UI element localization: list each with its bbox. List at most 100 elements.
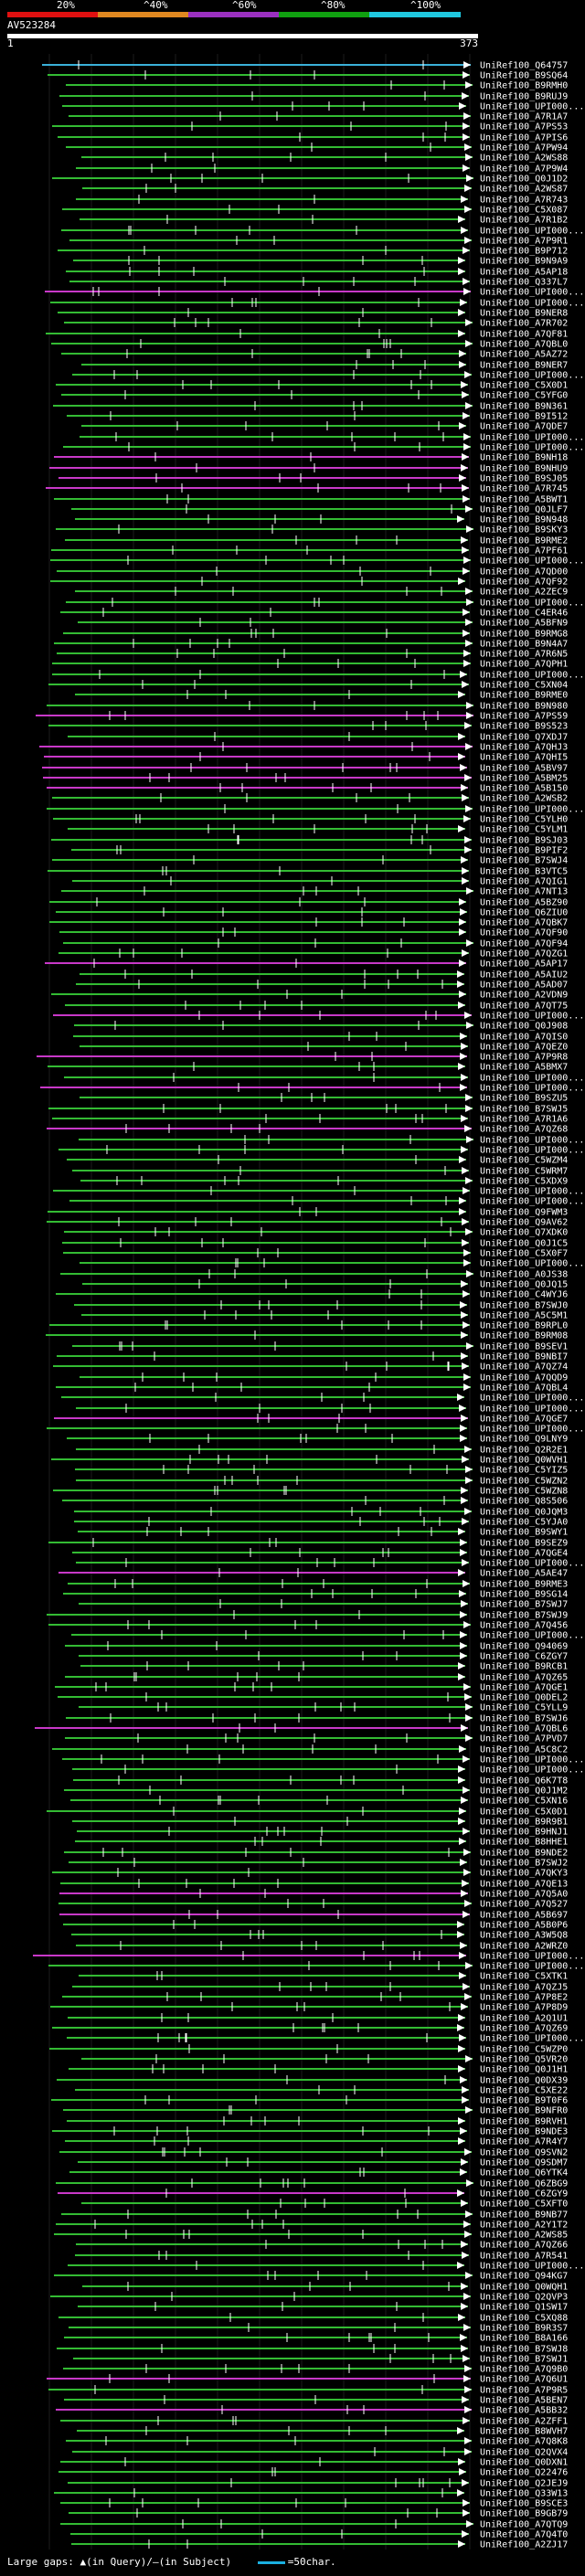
hit-label[interactable]: UniRef100_Q9SVN2 [480,2148,568,2158]
hit-label[interactable]: UniRef100_A2WSB2 [480,794,568,804]
hit-label[interactable]: UniRef100_B9GB79 [480,2509,568,2519]
hit-row[interactable]: UniRef100_UPI000... [61,226,584,237]
hit-label[interactable]: UniRef100_A5B697 [480,1911,568,1921]
hit-label[interactable]: UniRef100_B9P712 [480,247,568,257]
hit-label[interactable]: UniRef100_A7P9R1 [480,237,568,247]
hit-label[interactable]: UniRef100_A5AP18 [480,268,568,278]
hit-label[interactable]: UniRef100_A7QHI5 [480,753,568,763]
hit-label[interactable]: UniRef100_C5WZN8 [480,1487,568,1497]
hit-row[interactable]: UniRef100_A7QZG1 [58,949,568,959]
hit-row[interactable]: UniRef100_B9RMH0 [66,80,568,91]
hit-label[interactable]: UniRef100_A5B150 [480,784,568,794]
hit-row[interactable]: UniRef100_A7PVD7 [65,1733,568,1744]
hit-row[interactable]: UniRef100_Q9SDM7 [78,2157,568,2168]
hit-label[interactable]: UniRef100_A0JS38 [480,1270,568,1280]
hit-label[interactable]: UniRef100_A7PIS6 [480,133,568,143]
hit-row[interactable]: UniRef100_UPI000... [76,1404,584,1415]
hit-row[interactable]: UniRef100_B9SZU5 [80,1093,568,1104]
hit-label[interactable]: UniRef100_A5BMX7 [480,1063,568,1073]
hit-label[interactable]: UniRef100_B9SEZ9 [480,1539,568,1549]
hit-row[interactable]: UniRef100_A7Q5A0 [59,1889,568,1900]
hit-row[interactable]: UniRef100_UPI000... [62,101,584,112]
hit-row[interactable]: UniRef100_B7SWJ6 [66,1713,568,1724]
hit-label[interactable]: UniRef100_A2Y1T2 [480,2221,568,2231]
hit-label[interactable]: UniRef100_Q2R2E1 [480,1446,568,1456]
hit-row[interactable]: UniRef100_C6ZGY7 [79,1651,568,1662]
hit-row[interactable]: UniRef100_A7R6N5 [57,649,568,660]
hit-row[interactable]: UniRef100_B8HHE1 [75,1837,568,1848]
hit-row[interactable]: UniRef100_Q337L7 [69,277,568,288]
hit-row[interactable]: UniRef100_Q0J1H1 [69,2064,568,2075]
hit-label[interactable]: UniRef100_B9RMG8 [480,630,568,640]
hit-row[interactable]: UniRef100_A2ZEC9 [75,587,568,598]
hit-label[interactable]: UniRef100_A7QBL6 [480,1724,568,1734]
hit-label[interactable]: UniRef100_A5C8C2 [480,1745,568,1755]
hit-row[interactable]: UniRef100_B9SQ64 [48,70,568,81]
hit-row[interactable]: UniRef100_C5WZN8 [53,1486,568,1497]
hit-row[interactable]: UniRef100_A2VDN9 [51,990,568,1001]
hit-label[interactable]: UniRef100_B9RME3 [480,1580,568,1590]
hit-label[interactable]: UniRef100_UPI000... [480,2034,584,2044]
hit-row[interactable]: UniRef100_A5C8C2 [52,1744,568,1755]
hit-label[interactable]: UniRef100_UPI000... [480,557,584,567]
hit-label[interactable]: UniRef100_A7PW94 [480,143,568,154]
hit-label[interactable]: UniRef100_Q64757 [480,61,568,71]
hit-row[interactable]: UniRef100_Q2QVX4 [72,2447,568,2458]
hit-row[interactable]: UniRef100_B9SWY1 [78,1527,568,1538]
hit-row[interactable]: UniRef100_A7R745 [46,483,568,494]
hit-row[interactable]: UniRef100_B9SJ03 [51,835,568,846]
hit-label[interactable]: UniRef100_B9RCB1 [480,1662,568,1672]
hit-row[interactable]: UniRef100_A7R1A6 [52,1114,568,1125]
hit-row[interactable]: UniRef100_A7Q456 [48,1620,568,1631]
hit-row[interactable]: UniRef100_Q1SW17 [78,2302,568,2313]
hit-row[interactable]: UniRef100_B9PIF2 [71,845,568,856]
hit-label[interactable]: UniRef100_A5AIU2 [480,970,568,981]
hit-label[interactable]: UniRef100_C5WZM4 [480,1156,568,1166]
hit-row[interactable]: UniRef100_C5XTK1 [79,1971,568,1982]
hit-row[interactable]: UniRef100_B9RPL0 [49,1320,568,1331]
hit-label[interactable]: UniRef100_A7R541 [480,2252,568,2262]
hit-label[interactable]: UniRef100_B9SZU5 [480,1094,568,1104]
hit-row[interactable]: UniRef100_UPI000... [69,1196,584,1207]
hit-label[interactable]: UniRef100_C5XE22 [480,2086,568,2096]
hit-row[interactable]: UniRef100_Q7XDK0 [64,1227,568,1238]
hit-label[interactable]: UniRef100_C5XTK1 [480,1972,568,1982]
hit-row[interactable]: UniRef100_B8WVH7 [77,2426,568,2437]
hit-row[interactable]: UniRef100_B7SWJ1 [73,2354,568,2365]
hit-row[interactable]: UniRef100_A2WSB2 [52,793,568,804]
hit-label[interactable]: UniRef100_C5YFG0 [480,391,568,401]
hit-label[interactable]: UniRef100_UPI000... [480,599,584,609]
hit-row[interactable]: UniRef100_B9SJ05 [58,473,568,484]
hit-row[interactable]: UniRef100_B9SCE3 [60,2498,568,2509]
hit-row[interactable]: UniRef100_C5WZN2 [76,1476,568,1487]
hit-label[interactable]: UniRef100_B9NB77 [480,2210,568,2221]
hit-row[interactable]: UniRef100_B9RVH1 [67,2116,568,2127]
hit-row[interactable]: UniRef100_Q8S506 [62,1496,568,1507]
hit-label[interactable]: UniRef100_A7QF92 [480,578,568,588]
hit-row[interactable]: UniRef100_B9NHU9 [49,463,568,474]
hit-label[interactable]: UniRef100_A7QZ66 [480,2241,568,2251]
hit-label[interactable]: UniRef100_A7R4Y7 [480,2137,568,2147]
hit-row[interactable]: UniRef100_C5XFT0 [81,2199,568,2210]
hit-label[interactable]: UniRef100_A7QDE7 [480,422,568,432]
hit-label[interactable]: UniRef100_A7QIS0 [480,1033,568,1043]
hit-row[interactable]: UniRef100_A5C5M1 [81,1310,568,1321]
hit-row[interactable]: UniRef100_UPI000... [63,442,584,453]
hit-label[interactable]: UniRef100_UPI000... [480,805,584,815]
hit-label[interactable]: UniRef100_UPI000... [480,1146,584,1156]
hit-row[interactable]: UniRef100_A0JS38 [60,1269,568,1280]
hit-row[interactable]: UniRef100_UPI000... [64,1073,584,1084]
hit-row[interactable]: UniRef100_A2ZFF1 [60,2416,568,2427]
hit-label[interactable]: UniRef100_A7R702 [480,319,568,329]
hit-label[interactable]: UniRef100_B9SEV1 [480,1342,568,1352]
hit-label[interactable]: UniRef100_B7SWJ6 [480,1714,568,1724]
hit-label[interactable]: UniRef100_UPI000... [480,2262,584,2272]
hit-row[interactable]: UniRef100_C4ER46 [60,608,568,619]
hit-row[interactable]: UniRef100_Q33W13 [54,2488,568,2499]
hit-label[interactable]: UniRef100_A5BZ90 [480,898,568,908]
hit-label[interactable]: UniRef100_A7Q9B0 [480,2365,568,2375]
hit-row[interactable]: UniRef100_A7Q9B0 [63,2364,568,2375]
hit-row[interactable]: UniRef100_B9RMG8 [63,629,568,640]
hit-label[interactable]: UniRef100_A7QD00 [480,567,568,578]
hit-row[interactable]: UniRef100_Q0JQM3 [74,1507,568,1518]
